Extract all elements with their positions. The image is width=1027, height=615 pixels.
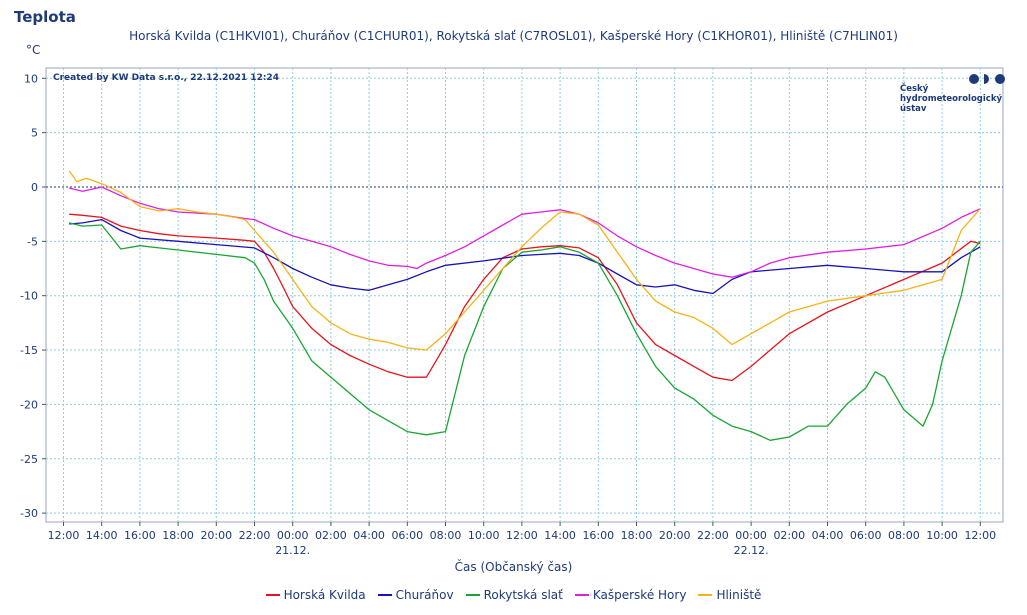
x-tick-label: 18:00 xyxy=(621,529,653,542)
x-tick-label: 16:00 xyxy=(124,529,156,542)
x-tick-label: 12:00 xyxy=(506,529,538,542)
chart-subtitle: Horská Kvilda (C1HKVI01), Churáňov (C1CH… xyxy=(129,29,898,43)
x-tick-label: 14:00 xyxy=(86,529,118,542)
y-tick-label: 10 xyxy=(24,72,38,85)
legend-item[interactable]: Rokytská slať xyxy=(465,588,563,602)
legend-label: Churáňov xyxy=(395,588,454,602)
x-tick-label: 22:00 xyxy=(697,529,729,542)
x-tick-label: 10:00 xyxy=(468,529,500,542)
legend-label: Horská Kvilda xyxy=(283,588,366,602)
logo-dots-icon xyxy=(969,74,1005,84)
x-tick-label: 06:00 xyxy=(391,529,423,542)
series-line-3 xyxy=(69,186,981,278)
plot-frame xyxy=(45,67,1004,523)
x-tick-label: 04:00 xyxy=(812,529,844,542)
x-tick-label: 08:00 xyxy=(888,529,920,542)
y-tick-label: -25 xyxy=(20,453,38,466)
legend: Horská Kvilda Churáňov Rokytská slať Kašper… xyxy=(0,588,1027,602)
series-line-0 xyxy=(69,213,981,382)
y-tick-label: -20 xyxy=(20,398,38,411)
x-tick-label: 22:00 xyxy=(239,529,271,542)
legend-swatch xyxy=(265,594,280,596)
series-line-2 xyxy=(69,222,981,441)
x-tick-label: 06:00 xyxy=(850,529,882,542)
x-tick-label: 00:00 xyxy=(277,529,309,542)
x-tick-label: 12:00 xyxy=(48,529,80,542)
x-tick-label: 14:00 xyxy=(544,529,576,542)
x-tick-label: 20:00 xyxy=(200,529,232,542)
y-tick-label: -15 xyxy=(20,344,38,357)
legend-swatch xyxy=(574,594,589,596)
y-tick-label: -10 xyxy=(20,290,38,303)
legend-item[interactable]: Hliniště xyxy=(698,588,761,602)
legend-item[interactable]: Churáňov xyxy=(377,588,454,602)
y-tick-label: -30 xyxy=(20,507,38,520)
y-tick-label: 5 xyxy=(31,127,38,140)
y-tick-label: 0 xyxy=(31,181,38,194)
legend-item[interactable]: Kašperské Hory xyxy=(574,588,687,602)
series-line-4 xyxy=(68,170,981,351)
date-label: 22.12. xyxy=(734,544,769,557)
x-tick-label: 18:00 xyxy=(162,529,194,542)
x-tick-label: 02:00 xyxy=(315,529,347,542)
credit-text: Created by KW Data s.r.o., 22.12.2021 12… xyxy=(53,73,279,83)
legend-swatch xyxy=(377,594,392,596)
series-line-1 xyxy=(69,218,981,295)
legend-label: Rokytská slať xyxy=(483,588,563,602)
x-tick-label: 10:00 xyxy=(926,529,958,542)
x-tick-label: 04:00 xyxy=(353,529,385,542)
x-tick-label: 20:00 xyxy=(659,529,691,542)
x-tick-label: 02:00 xyxy=(773,529,805,542)
x-tick-label: 00:00 xyxy=(735,529,767,542)
x-tick-label: 16:00 xyxy=(582,529,614,542)
legend-swatch xyxy=(465,594,480,596)
x-tick-label: 12:00 xyxy=(964,529,996,542)
x-axis-label: Čas (Občanský čas) xyxy=(454,560,573,574)
x-tick-label: 08:00 xyxy=(430,529,462,542)
legend-label: Hliniště xyxy=(716,588,762,602)
legend-swatch xyxy=(698,594,713,596)
logo-text: Český hydrometeorologický ústav xyxy=(900,84,1003,114)
legend-item[interactable]: Horská Kvilda xyxy=(265,588,366,602)
date-label: 21.12. xyxy=(275,544,310,557)
legend-label: Kašperské Hory xyxy=(592,588,687,602)
y-tick-label: -5 xyxy=(27,235,38,248)
page-title: Teplota xyxy=(14,8,76,26)
y-axis-unit: °C xyxy=(26,43,41,57)
